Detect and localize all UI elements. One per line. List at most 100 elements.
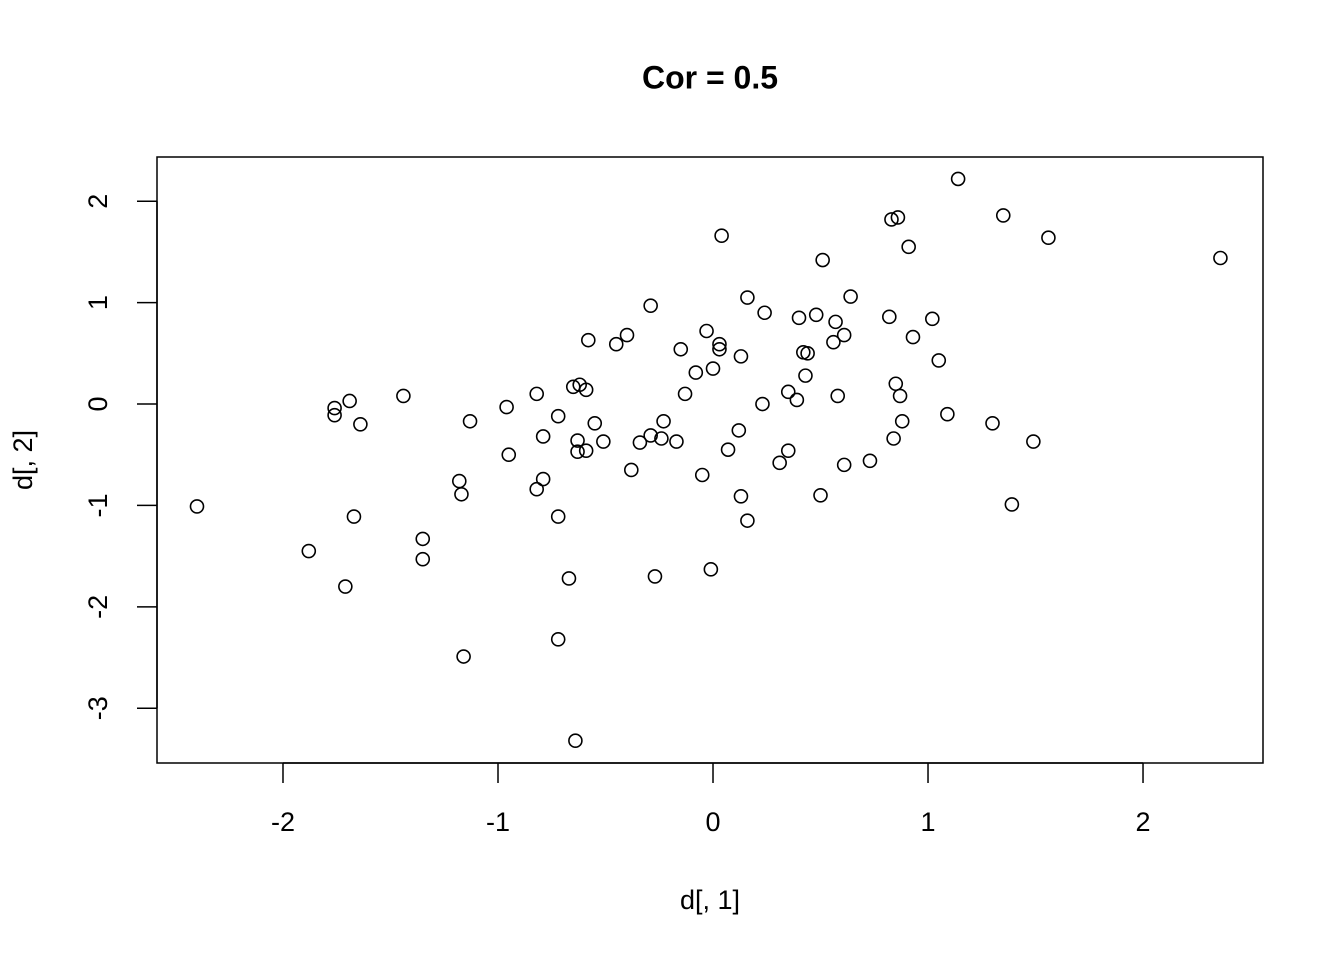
point — [733, 489, 749, 504]
point — [550, 408, 566, 424]
point — [712, 336, 727, 352]
point — [1026, 434, 1041, 449]
point — [501, 447, 517, 463]
x-axis-label: d[, 1] — [680, 885, 740, 915]
point — [301, 543, 317, 559]
x-tick-label: -1 — [486, 807, 510, 837]
point — [673, 341, 689, 357]
point — [643, 428, 658, 443]
point — [396, 388, 411, 404]
point — [828, 314, 843, 330]
point — [886, 431, 901, 446]
point — [1041, 230, 1056, 246]
point — [703, 562, 719, 577]
point — [890, 210, 906, 225]
point — [568, 733, 583, 748]
point — [570, 433, 585, 448]
point — [353, 417, 368, 432]
point — [669, 434, 684, 449]
point — [550, 631, 566, 647]
point — [931, 353, 947, 368]
point — [950, 171, 966, 187]
point — [535, 429, 551, 444]
point — [888, 376, 904, 392]
point — [800, 346, 815, 361]
x-tick-label: 2 — [1136, 807, 1151, 837]
point — [632, 435, 648, 450]
point — [415, 551, 431, 567]
point — [535, 471, 551, 487]
point — [789, 392, 805, 408]
point — [798, 368, 813, 383]
point — [925, 311, 940, 327]
y-tick-label: -1 — [83, 493, 113, 517]
point — [189, 499, 205, 514]
point — [677, 386, 693, 402]
point — [462, 413, 478, 429]
point — [836, 327, 852, 343]
point — [454, 486, 469, 502]
point — [688, 365, 704, 380]
y-tick-label: -3 — [83, 696, 113, 720]
point — [561, 571, 577, 586]
point — [862, 453, 878, 469]
x-tick-label: 0 — [705, 807, 720, 837]
point — [456, 649, 471, 664]
point — [884, 212, 899, 227]
point — [578, 443, 594, 458]
point — [843, 289, 858, 304]
plot-frame — [156, 156, 1264, 764]
point — [894, 413, 910, 429]
point — [624, 462, 639, 478]
point — [720, 442, 736, 457]
point — [733, 349, 749, 364]
point — [550, 509, 566, 524]
point — [694, 467, 710, 483]
y-tick-label: 0 — [83, 397, 113, 412]
point — [757, 305, 772, 321]
point — [731, 423, 747, 438]
point — [346, 509, 362, 524]
point — [570, 444, 585, 459]
point — [901, 239, 916, 255]
point — [755, 396, 770, 412]
point — [882, 309, 897, 325]
point — [656, 413, 671, 429]
y-tick-label: 2 — [83, 194, 113, 209]
point — [578, 382, 594, 398]
point — [338, 579, 353, 594]
point — [1213, 250, 1228, 266]
point — [499, 399, 514, 415]
point — [643, 298, 658, 313]
point — [587, 415, 603, 431]
y-tick-label: -2 — [83, 595, 113, 619]
point — [772, 455, 787, 471]
point — [654, 431, 669, 446]
point — [813, 487, 828, 503]
point — [940, 406, 955, 422]
point — [699, 323, 714, 339]
y-axis-label: d[, 2] — [8, 430, 38, 490]
point — [995, 208, 1011, 223]
chart-title: Cor = 0.5 — [642, 59, 778, 95]
point — [791, 310, 807, 326]
point — [581, 332, 596, 348]
point — [608, 336, 624, 352]
point — [815, 252, 830, 268]
point — [780, 443, 796, 458]
point — [712, 341, 727, 357]
point — [892, 388, 908, 404]
point — [342, 393, 357, 409]
point — [808, 307, 824, 323]
point — [596, 434, 611, 449]
point — [452, 473, 467, 489]
x-tick-label: 1 — [921, 807, 936, 837]
point — [836, 457, 852, 473]
point — [826, 334, 841, 350]
y-tick-label: 1 — [83, 295, 113, 310]
point — [740, 290, 755, 305]
point — [327, 407, 342, 423]
point — [647, 569, 663, 584]
point — [740, 513, 755, 528]
